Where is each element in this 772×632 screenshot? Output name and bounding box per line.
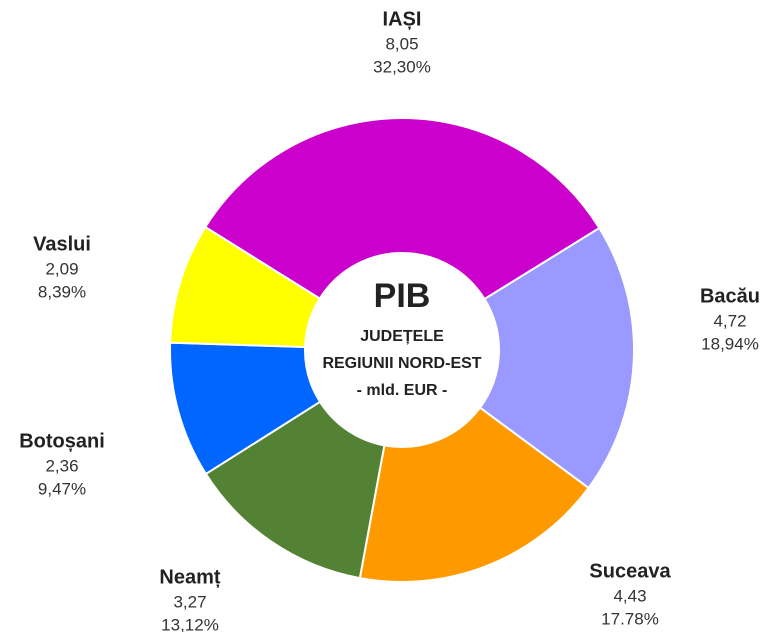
percentage-label: 8,39% <box>38 282 86 301</box>
value-label: 2,09 <box>45 259 78 278</box>
donut-segment <box>478 226 635 490</box>
donut-segment <box>169 225 322 348</box>
segment-label: Bacău <box>700 285 760 307</box>
percentage-label: 9,47% <box>38 479 86 498</box>
chart-subtitle: REGIUNII NORD-EST <box>322 355 481 372</box>
value-label: 2,36 <box>45 456 78 475</box>
segment-label: Neamț <box>159 566 220 588</box>
percentage-label: 13,12% <box>161 615 219 632</box>
donut-segment <box>203 117 601 301</box>
percentage-label: 17.78% <box>601 609 659 628</box>
segment-label: Botoșani <box>19 430 105 452</box>
segment-label: IAȘI <box>383 8 422 30</box>
percentage-label: 18,94% <box>701 334 759 353</box>
segment-label: Suceava <box>589 560 671 582</box>
value-label: 4,43 <box>613 586 646 605</box>
chart-subtitle: - mld. EUR - <box>357 382 448 399</box>
percentage-label: 32,30% <box>373 57 431 76</box>
chart-title: PIB <box>374 277 431 315</box>
donut-segment <box>358 406 590 583</box>
segment-label: Vaslui <box>33 233 91 255</box>
chart-subtitle: JUDEȚELE <box>360 328 444 345</box>
value-label: 8,05 <box>385 34 418 53</box>
value-label: 3,27 <box>173 592 206 611</box>
value-label: 4,72 <box>713 311 746 330</box>
